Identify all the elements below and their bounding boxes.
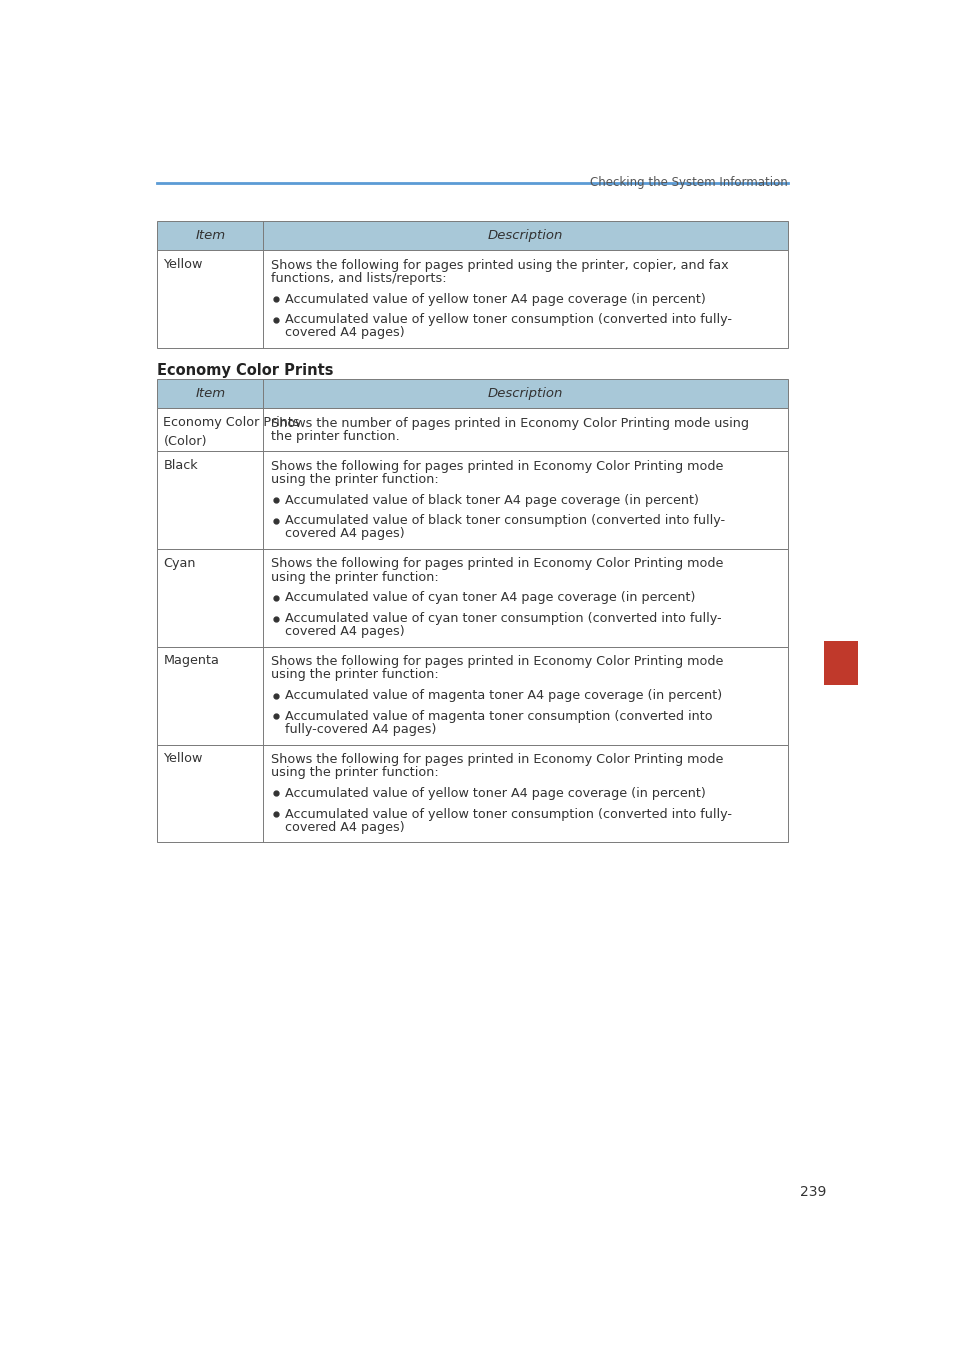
Text: Economy Color Prints: Economy Color Prints xyxy=(157,363,334,378)
Bar xyxy=(157,379,788,408)
Text: Accumulated value of cyan toner A4 page coverage (in percent): Accumulated value of cyan toner A4 page … xyxy=(285,592,695,604)
Text: 239: 239 xyxy=(801,1185,827,1200)
Bar xyxy=(824,641,858,685)
Text: Accumulated value of yellow toner A4 page coverage (in percent): Accumulated value of yellow toner A4 pag… xyxy=(285,787,706,800)
Text: Accumulated value of magenta toner A4 page coverage (in percent): Accumulated value of magenta toner A4 pa… xyxy=(285,690,722,702)
Text: functions, and lists/reports:: functions, and lists/reports: xyxy=(271,272,446,284)
Text: Economy Color Prints
(Color): Economy Color Prints (Color) xyxy=(163,416,300,447)
Bar xyxy=(157,647,788,744)
Text: Accumulated value of yellow toner consumption (converted into fully-: Accumulated value of yellow toner consum… xyxy=(285,808,732,820)
Text: covered A4 pages): covered A4 pages) xyxy=(285,326,405,340)
Text: Description: Description xyxy=(488,228,564,242)
Bar xyxy=(157,408,788,452)
Text: Yellow: Yellow xyxy=(163,258,203,271)
Text: Shows the following for pages printed in Economy Color Printing mode: Shows the following for pages printed in… xyxy=(271,460,724,473)
Bar xyxy=(157,250,788,348)
Text: Shows the following for pages printed in Economy Color Printing mode: Shows the following for pages printed in… xyxy=(271,558,724,570)
Text: Accumulated value of yellow toner A4 page coverage (in percent): Accumulated value of yellow toner A4 pag… xyxy=(285,292,706,306)
Text: Black: Black xyxy=(163,458,198,472)
Text: Item: Item xyxy=(195,228,226,242)
Text: Checking the System Information: Checking the System Information xyxy=(590,175,788,189)
Bar xyxy=(157,744,788,842)
Text: fully-covered A4 pages): fully-covered A4 pages) xyxy=(285,724,437,736)
Text: 8: 8 xyxy=(831,649,851,677)
Text: Accumulated value of cyan toner consumption (converted into fully-: Accumulated value of cyan toner consumpt… xyxy=(285,612,722,626)
Text: covered A4 pages): covered A4 pages) xyxy=(285,626,405,638)
Text: Shows the following for pages printed in Economy Color Printing mode: Shows the following for pages printed in… xyxy=(271,656,724,668)
Text: Description: Description xyxy=(488,388,564,400)
Text: Shows the number of pages printed in Economy Color Printing mode using: Shows the number of pages printed in Eco… xyxy=(271,416,749,430)
Text: Item: Item xyxy=(195,388,226,400)
Text: Shows the following for pages printed using the printer, copier, and fax: Shows the following for pages printed us… xyxy=(271,258,729,272)
Text: using the printer function:: using the printer function: xyxy=(271,571,439,583)
Bar xyxy=(157,220,788,250)
Text: Yellow: Yellow xyxy=(163,752,203,766)
Bar xyxy=(157,452,788,549)
Text: Shows the following for pages printed in Economy Color Printing mode: Shows the following for pages printed in… xyxy=(271,753,724,766)
Text: using the printer function:: using the printer function: xyxy=(271,766,439,779)
Text: covered A4 pages): covered A4 pages) xyxy=(285,821,405,834)
Text: Magenta: Magenta xyxy=(163,654,219,668)
Bar xyxy=(157,549,788,647)
Text: Accumulated value of black toner A4 page coverage (in percent): Accumulated value of black toner A4 page… xyxy=(285,494,699,506)
Text: Accumulated value of yellow toner consumption (converted into fully-: Accumulated value of yellow toner consum… xyxy=(285,313,732,326)
Text: Cyan: Cyan xyxy=(163,556,196,570)
Text: covered A4 pages): covered A4 pages) xyxy=(285,528,405,540)
Text: Accumulated value of black toner consumption (converted into fully-: Accumulated value of black toner consump… xyxy=(285,514,725,528)
Text: using the printer function:: using the printer function: xyxy=(271,668,439,681)
Text: Accumulated value of magenta toner consumption (converted into: Accumulated value of magenta toner consu… xyxy=(285,710,712,724)
Text: the printer function.: the printer function. xyxy=(271,430,400,442)
Text: using the printer function:: using the printer function: xyxy=(271,473,439,486)
